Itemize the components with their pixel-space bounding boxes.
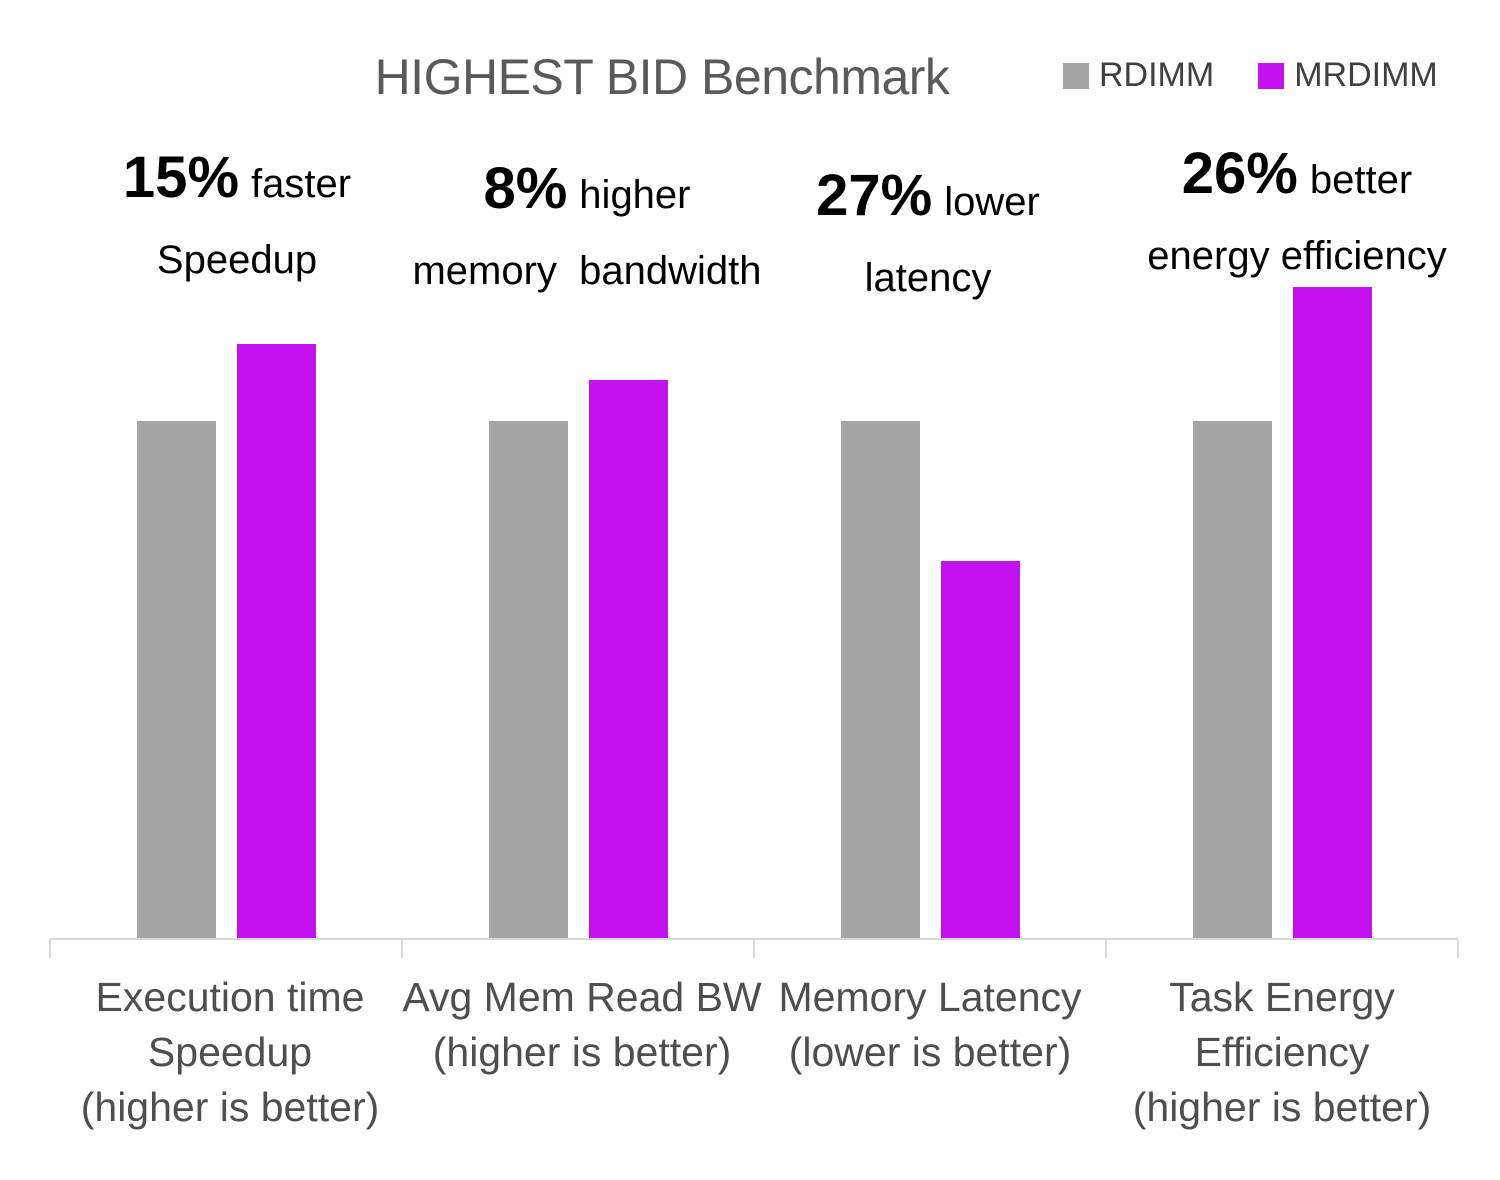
category-line: Task Energy [1169, 974, 1395, 1020]
category-label-energy: Task Energy Efficiency (higher is better… [1133, 970, 1432, 1135]
bar-group-energy [1106, 266, 1458, 938]
category-line: Efficiency [1194, 1029, 1370, 1075]
annotation-speedup-line1: 15% faster [123, 146, 351, 225]
bar-group-read-bw [402, 266, 754, 938]
chart-title: HIGHEST BID Benchmark [374, 49, 950, 105]
category-line: (lower is better) [788, 1029, 1072, 1075]
bar-mrdimm-latency [940, 560, 1020, 938]
legend-label-rdimm: RDIMM [1099, 56, 1215, 94]
annotation-bandwidth-value: 8% [483, 156, 568, 221]
bar-rdimm-energy [1192, 421, 1272, 938]
category-line: (higher is better) [80, 1084, 380, 1130]
category-label-execution-time: Execution time Speedup (higher is better… [81, 970, 380, 1135]
category-label-latency: Memory Latency (lower is better) [778, 970, 1081, 1080]
mrdimm-swatch-icon [1258, 62, 1285, 89]
annotation-latency-value: 27% [816, 163, 933, 228]
annotation-energy-value: 26% [1181, 141, 1298, 206]
bar-rdimm-read-bw [488, 421, 568, 938]
annotation-energy-line1: 26% better [1147, 142, 1446, 221]
annotation-energy-line2: energy efficiency [1147, 234, 1447, 278]
annotation-energy: 26% better energy efficiency [1147, 142, 1446, 279]
legend: RDIMM MRDIMM [1063, 56, 1438, 95]
rdimm-swatch-icon [1063, 62, 1089, 89]
legend-label-mrdimm: MRDIMM [1294, 56, 1438, 94]
annotation-latency-line2: latency [864, 256, 992, 300]
category-line: (higher is better) [432, 1029, 732, 1075]
annotation-bandwidth-word: higher [579, 173, 691, 217]
x-axis-tick [1457, 940, 1459, 958]
legend-item-rdimm: RDIMM [1063, 56, 1214, 95]
annotation-bandwidth-line2: memory bandwidth [412, 249, 762, 293]
x-axis-tick [49, 940, 51, 958]
annotation-latency-line1: 27% lower [816, 164, 1040, 243]
category-line: Speedup [147, 1029, 313, 1075]
category-line: Avg Mem Read BW [402, 974, 762, 1020]
annotation-bandwidth-line1: 8% higher [412, 157, 761, 236]
bar-mrdimm-execution-time [236, 343, 316, 938]
category-line: Memory Latency [778, 974, 1082, 1020]
annotation-speedup-line2: Speedup [156, 238, 318, 282]
annotation-bandwidth: 8% higher memory bandwidth [412, 157, 761, 294]
bar-mrdimm-read-bw [588, 379, 668, 938]
bar-rdimm-execution-time [136, 421, 216, 938]
category-label-read-bw: Avg Mem Read BW (higher is better) [402, 970, 761, 1080]
annotation-latency-word: lower [944, 180, 1040, 224]
bar-rdimm-latency [840, 421, 920, 938]
x-axis-tick [753, 940, 755, 958]
bar-group-execution-time [50, 266, 402, 938]
plot-area [49, 266, 1459, 958]
annotation-energy-word: better [1309, 158, 1413, 202]
x-axis-tick [401, 940, 403, 958]
annotation-speedup: 15% faster Speedup [123, 146, 351, 283]
legend-item-mrdimm: MRDIMM [1258, 56, 1438, 95]
annotation-speedup-value: 15% [122, 145, 240, 210]
annotation-latency: 27% lower latency [816, 164, 1040, 301]
bar-mrdimm-energy [1292, 286, 1372, 938]
category-line: Execution time [95, 974, 365, 1020]
annotation-speedup-word: faster [251, 162, 352, 206]
bar-group-latency [754, 266, 1106, 938]
x-axis-tick [1105, 940, 1107, 958]
category-line: (higher is better) [1132, 1084, 1432, 1130]
